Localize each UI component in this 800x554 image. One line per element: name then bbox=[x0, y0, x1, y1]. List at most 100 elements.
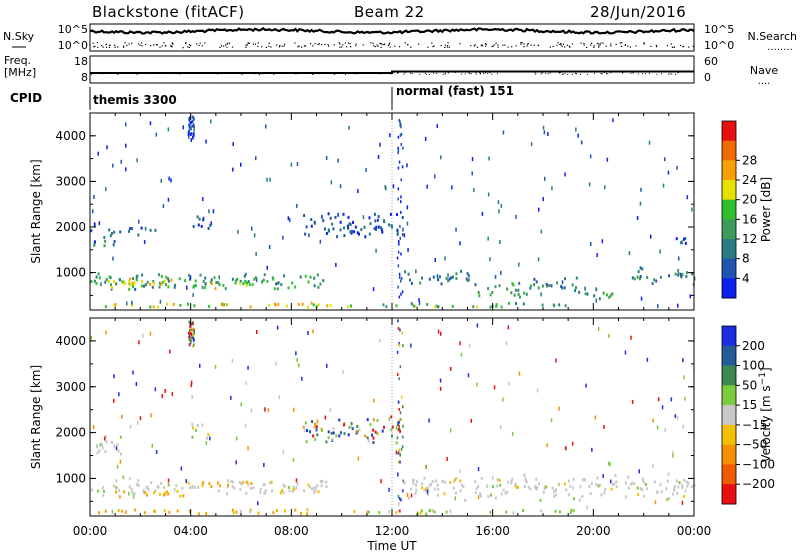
echo-cell bbox=[400, 143, 402, 146]
echo-cell bbox=[205, 436, 208, 440]
echo-cell bbox=[363, 225, 366, 229]
echo-cell bbox=[189, 343, 191, 347]
noise-search-point bbox=[515, 45, 517, 47]
echo-cell bbox=[467, 278, 470, 282]
echo-cell bbox=[350, 304, 352, 308]
y-tick-label: 4000 bbox=[55, 334, 86, 348]
nave-point bbox=[475, 73, 477, 75]
echo-cell bbox=[274, 303, 277, 307]
echo-cell bbox=[572, 477, 575, 481]
noise-search-point bbox=[598, 45, 600, 47]
echo-cell bbox=[154, 489, 157, 493]
noise-search-point bbox=[170, 44, 172, 46]
echo-cell bbox=[313, 284, 316, 288]
echo-cell bbox=[256, 330, 258, 334]
echo-cell bbox=[267, 408, 270, 413]
echo-cell bbox=[642, 480, 645, 484]
echo-cell bbox=[585, 383, 587, 388]
echo-cell bbox=[400, 125, 402, 129]
echo-cell bbox=[209, 280, 212, 284]
echo-cell bbox=[304, 232, 307, 236]
echo-cell bbox=[327, 212, 330, 216]
echo-cell bbox=[181, 486, 184, 490]
echo-cell bbox=[358, 232, 360, 236]
echo-cell bbox=[496, 484, 499, 488]
echo-cell bbox=[406, 163, 408, 168]
nave-point bbox=[258, 73, 260, 75]
echo-cell bbox=[192, 322, 194, 326]
echo-cell bbox=[231, 480, 234, 484]
y-tick-label: 1000 bbox=[55, 266, 86, 280]
echo-cell bbox=[161, 280, 164, 284]
echo-cell bbox=[491, 290, 494, 294]
echo-cell bbox=[291, 489, 294, 493]
echo-cell bbox=[375, 225, 378, 229]
echo-cell bbox=[350, 231, 353, 235]
echo-cell bbox=[282, 483, 285, 487]
echo-cell bbox=[382, 303, 385, 307]
echo-cell bbox=[603, 491, 606, 495]
echo-cell bbox=[514, 288, 517, 292]
echo-cell bbox=[295, 478, 298, 483]
noise-search-point bbox=[114, 44, 116, 46]
echo-cell bbox=[558, 303, 561, 307]
nave-point bbox=[444, 72, 446, 74]
echo-cell bbox=[492, 475, 494, 480]
noise-search-point bbox=[248, 42, 251, 44]
nave-point bbox=[135, 72, 137, 74]
echo-cell bbox=[377, 225, 380, 229]
echo-cell bbox=[112, 484, 115, 488]
echo-cell bbox=[140, 226, 143, 230]
nave-point bbox=[136, 73, 138, 75]
noise-search-point bbox=[572, 43, 574, 45]
echo-cell bbox=[406, 221, 409, 226]
echo-cell bbox=[693, 276, 696, 281]
echo-cell bbox=[113, 443, 115, 448]
echo-cell bbox=[372, 436, 375, 440]
echo-cell bbox=[325, 156, 328, 160]
colorbar-segment bbox=[722, 405, 736, 426]
echo-cell bbox=[376, 432, 379, 436]
echo-cell bbox=[581, 478, 584, 482]
echo-cell bbox=[523, 473, 526, 477]
echo-cell bbox=[277, 302, 280, 306]
echo-cell bbox=[578, 290, 581, 294]
noise-search-point bbox=[619, 42, 621, 44]
echo-cell bbox=[421, 482, 424, 486]
echo-cell bbox=[322, 219, 325, 223]
echo-cell bbox=[295, 351, 297, 356]
nave-point bbox=[301, 72, 303, 74]
echo-cell bbox=[143, 284, 145, 288]
echo-cell bbox=[559, 510, 561, 514]
noise-search-point bbox=[380, 46, 382, 49]
echo-cell bbox=[491, 485, 494, 489]
echo-cell bbox=[289, 218, 291, 223]
echo-cell bbox=[684, 488, 687, 493]
echo-cell bbox=[614, 474, 617, 477]
echo-cell bbox=[656, 425, 659, 430]
echo-cell bbox=[207, 433, 210, 436]
echo-cell bbox=[564, 304, 567, 308]
echo-cell bbox=[460, 352, 463, 357]
nave-point bbox=[601, 73, 603, 75]
echo-cell bbox=[664, 157, 666, 162]
noise-search-point bbox=[252, 43, 255, 45]
echo-cell bbox=[104, 509, 107, 513]
y-tick-label: 3000 bbox=[55, 380, 86, 394]
echo-cell bbox=[193, 304, 196, 308]
noise-search-point bbox=[108, 46, 111, 48]
echo-cell bbox=[515, 485, 518, 489]
echo-cell bbox=[569, 511, 572, 514]
echo-cell bbox=[499, 425, 502, 430]
echo-cell bbox=[602, 474, 604, 479]
echo-cell bbox=[122, 280, 125, 284]
echo-cell bbox=[268, 303, 271, 307]
echo-cell bbox=[167, 277, 170, 281]
echo-cell bbox=[120, 452, 123, 456]
nave-point bbox=[189, 72, 191, 74]
echo-cell bbox=[187, 481, 190, 485]
echo-cell bbox=[678, 481, 681, 485]
echo-cell bbox=[327, 430, 330, 434]
nave-point bbox=[148, 73, 150, 75]
echo-cell bbox=[489, 305, 492, 309]
